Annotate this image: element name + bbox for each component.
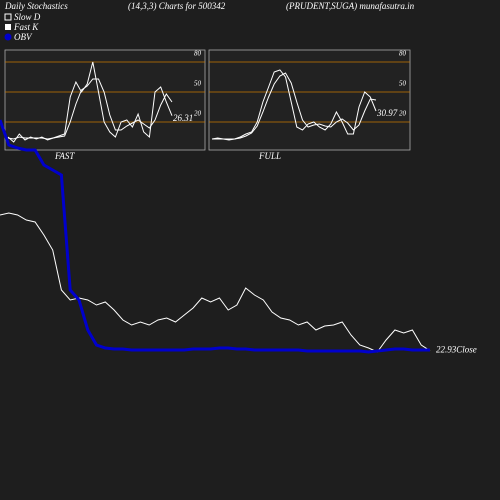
- y-tick-label: 20: [399, 110, 407, 118]
- title: Daily Stochastics: [4, 1, 68, 11]
- close-value: 22.93: [436, 345, 457, 355]
- y-tick-label: 20: [194, 110, 202, 118]
- panel: [208, 49, 411, 151]
- legend-swatch: [5, 24, 11, 30]
- legend-label: OBV: [14, 32, 33, 42]
- legend-swatch: [4, 33, 12, 41]
- legend-swatch: [4, 13, 12, 21]
- data-line: [7, 78, 173, 140]
- source: (PRUDENT,SUGA) munafasutra.in: [286, 1, 415, 11]
- y-tick-label: 50: [194, 80, 202, 88]
- panel-title: FAST: [54, 151, 75, 161]
- subtitle: (14,3,3) Charts for 500342: [128, 1, 226, 11]
- y-tick-label: 50: [399, 80, 407, 88]
- data-line: [211, 69, 377, 141]
- panel-title: FULL: [258, 151, 281, 161]
- data-line: [212, 72, 377, 140]
- close-name: Close: [456, 345, 477, 355]
- y-tick-label: 80: [399, 50, 407, 58]
- data-line: [0, 119, 430, 354]
- legend-label: Fast K: [13, 22, 39, 32]
- legend-label: Slow D: [14, 12, 41, 22]
- close-label: 22.93Close: [436, 345, 477, 355]
- panel: [4, 49, 206, 151]
- y-tick-label: 80: [194, 50, 202, 58]
- value-label: 26.31: [173, 113, 193, 123]
- data-line: [0, 212, 431, 353]
- data-line: [7, 61, 173, 143]
- value-label: 30.97: [376, 108, 398, 118]
